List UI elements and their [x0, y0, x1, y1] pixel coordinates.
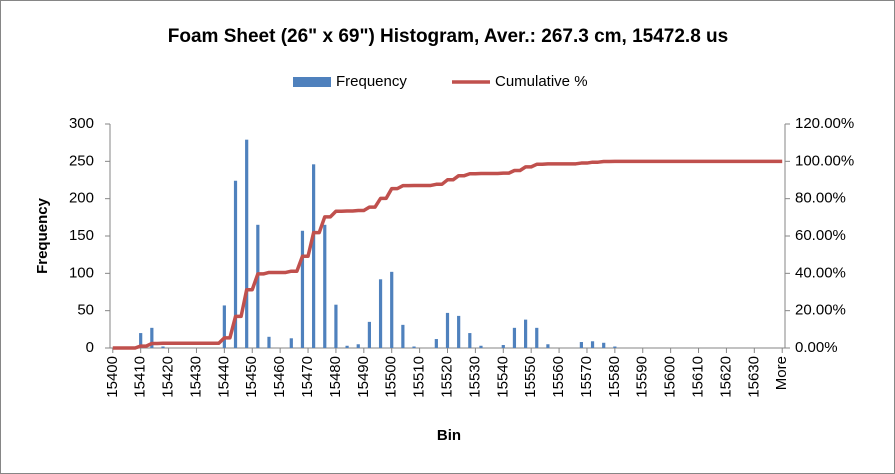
legend-label: Frequency [336, 73, 407, 90]
legend-swatch [293, 77, 331, 87]
y2-tick-label: 120.00% [795, 115, 854, 132]
bar [312, 164, 316, 348]
bar [602, 342, 606, 348]
bar [412, 346, 416, 348]
x-tick-label: 15400 [104, 356, 121, 398]
x-tick-label: 15560 [550, 356, 567, 398]
bar [161, 346, 165, 348]
bar [139, 333, 143, 348]
bar [590, 341, 595, 348]
bar [222, 305, 226, 348]
bar [579, 342, 583, 348]
bar [245, 139, 249, 348]
cumulative-line [112, 159, 783, 350]
x-axis-label: Bin [437, 427, 461, 444]
x-tick-label: 15480 [327, 356, 344, 398]
y2-tick-label: 40.00% [795, 264, 846, 281]
x-tick-label: 15410 [132, 356, 149, 398]
bar [367, 321, 372, 348]
x-tick-label: 15580 [606, 356, 623, 398]
x-tick-label: 15420 [160, 356, 177, 398]
x-tick-label: More [773, 356, 790, 390]
bar [512, 327, 517, 348]
bar [535, 327, 539, 348]
y2-tick-label: 0.00% [795, 339, 838, 356]
legend-label: Cumulative % [495, 73, 588, 90]
y2-tick-label: 60.00% [795, 227, 846, 244]
x-tick-label: 15590 [634, 356, 651, 398]
y-tick-label: 0 [86, 339, 94, 356]
y-tick-label: 50 [77, 302, 94, 319]
bar [434, 339, 438, 348]
y2-tick-label: 20.00% [795, 302, 846, 319]
x-tick-label: 15540 [494, 356, 511, 398]
y-tick-label: 150 [69, 227, 94, 244]
x-tick-label: 15430 [187, 356, 204, 398]
x-tick-label: 15440 [215, 356, 232, 398]
bar [150, 327, 154, 348]
bar [267, 336, 271, 348]
y2-tick-label: 100.00% [795, 152, 854, 169]
bar [479, 345, 483, 348]
bar [256, 224, 260, 348]
bar [468, 333, 472, 348]
y-tick-label: 200 [69, 190, 94, 207]
bar [546, 344, 550, 348]
x-tick-label: 15610 [690, 356, 707, 398]
y-tick-label: 100 [69, 264, 94, 281]
bar [523, 319, 528, 348]
x-tick-label: 15550 [522, 356, 539, 398]
bar [445, 312, 450, 348]
x-tick-label: 15530 [466, 356, 483, 398]
x-tick-label: 15500 [383, 356, 400, 398]
bar [457, 315, 461, 348]
x-tick-label: 15490 [355, 356, 372, 398]
x-tick-label: 15570 [578, 356, 595, 398]
y2-tick-label: 80.00% [795, 190, 846, 207]
bar [300, 230, 305, 348]
y-tick-label: 250 [69, 152, 94, 169]
x-tick-label: 15460 [271, 356, 288, 398]
y-axis-label: Frequency [34, 197, 51, 274]
x-tick-label: 15600 [662, 356, 679, 398]
x-tick-label: 15510 [411, 356, 428, 398]
bar [323, 224, 327, 348]
bar [334, 304, 338, 348]
x-tick-label: 15470 [299, 356, 316, 398]
x-tick-label: 15520 [438, 356, 455, 398]
bar [356, 344, 360, 348]
bar [345, 345, 349, 348]
x-tick-label: 15620 [717, 356, 734, 398]
chart-title: Foam Sheet (26" x 69") Histogram, Aver.:… [168, 26, 728, 47]
bar [401, 324, 405, 348]
bar [233, 180, 238, 348]
y-tick-label: 300 [69, 115, 94, 132]
bar [390, 271, 394, 348]
bar [613, 346, 617, 348]
bar [289, 338, 293, 348]
bar [501, 345, 505, 348]
x-tick-label: 15630 [745, 356, 762, 398]
x-tick-label: 15450 [243, 356, 260, 398]
bar [378, 279, 383, 348]
